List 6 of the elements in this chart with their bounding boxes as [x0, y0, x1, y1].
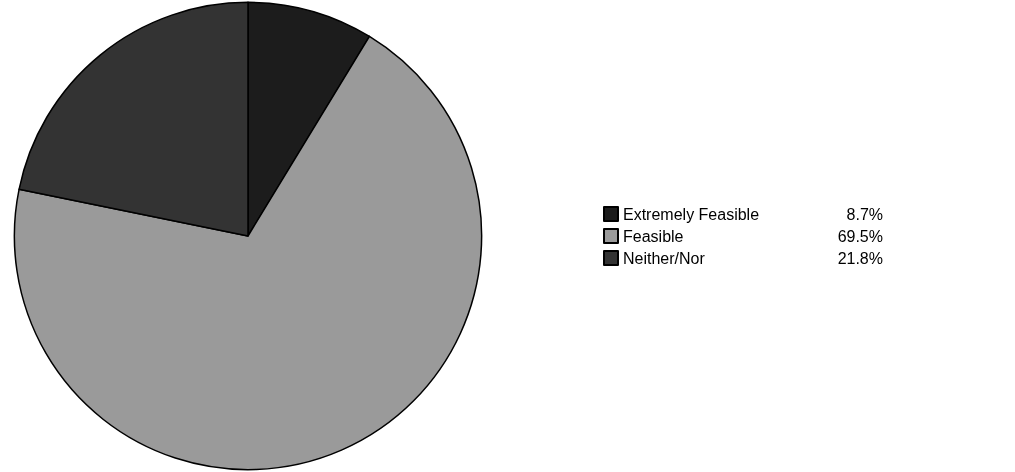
legend-label: Neither/Nor: [623, 249, 706, 267]
data-label: 21.8%: [837, 249, 883, 267]
legend-label: Feasible: [623, 227, 684, 245]
legend-label: Extremely Feasible: [623, 205, 760, 223]
data-label: 8.7%: [846, 205, 883, 223]
data-label: 69.5%: [837, 227, 883, 245]
